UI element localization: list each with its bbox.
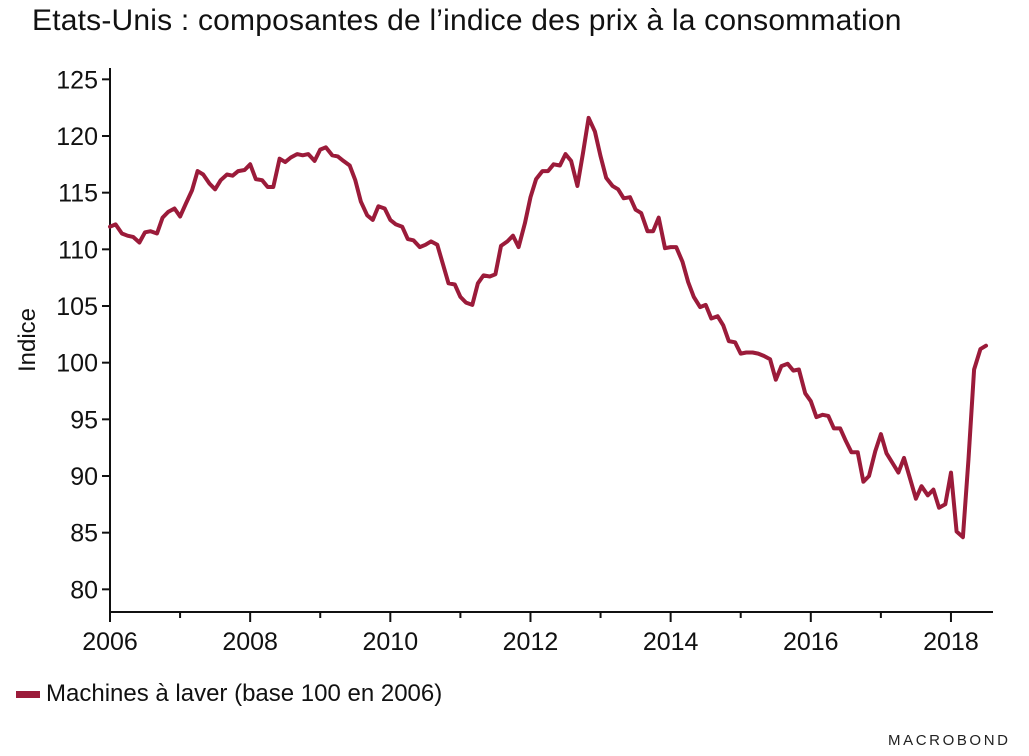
y-tick-label: 90 — [70, 463, 98, 491]
y-tick-label: 110 — [58, 236, 98, 264]
y-axis: 80 85 90 95 100 105 110 115 120 125 — [56, 66, 111, 612]
x-tick-label: 2008 — [222, 628, 278, 656]
y-tick-label: 105 — [56, 293, 98, 321]
y-tick-label: 100 — [56, 350, 98, 378]
y-tick-label: 115 — [58, 180, 98, 208]
y-axis-label: Indice — [14, 308, 41, 372]
y-tick-label: 85 — [70, 520, 98, 548]
series-line — [108, 115, 988, 540]
x-tick-label: 2018 — [923, 628, 979, 656]
chart-title: Etats-Unis : composantes de l’indice des… — [32, 4, 902, 37]
watermark-logo: MACROBOND — [888, 732, 1011, 749]
y-tick-label: 95 — [70, 406, 98, 434]
y-tick-label: 120 — [56, 123, 98, 151]
x-tick-label: 2012 — [503, 628, 559, 656]
legend-label: Machines à laver (base 100 en 2006) — [46, 680, 443, 707]
x-tick-label: 2016 — [783, 628, 839, 656]
x-axis: 2006 2008 2010 2012 2014 2016 2018 — [82, 611, 993, 656]
x-tick-label: 2014 — [643, 628, 699, 656]
legend-swatch — [16, 690, 40, 698]
y-tick-label: 125 — [56, 66, 98, 94]
x-tick-label: 2006 — [82, 628, 138, 656]
x-tick-label: 2010 — [363, 628, 419, 656]
y-tick-label: 80 — [70, 576, 98, 604]
series-layer — [108, 115, 988, 540]
legend: Machines à laver (base 100 en 2006) — [16, 680, 442, 708]
